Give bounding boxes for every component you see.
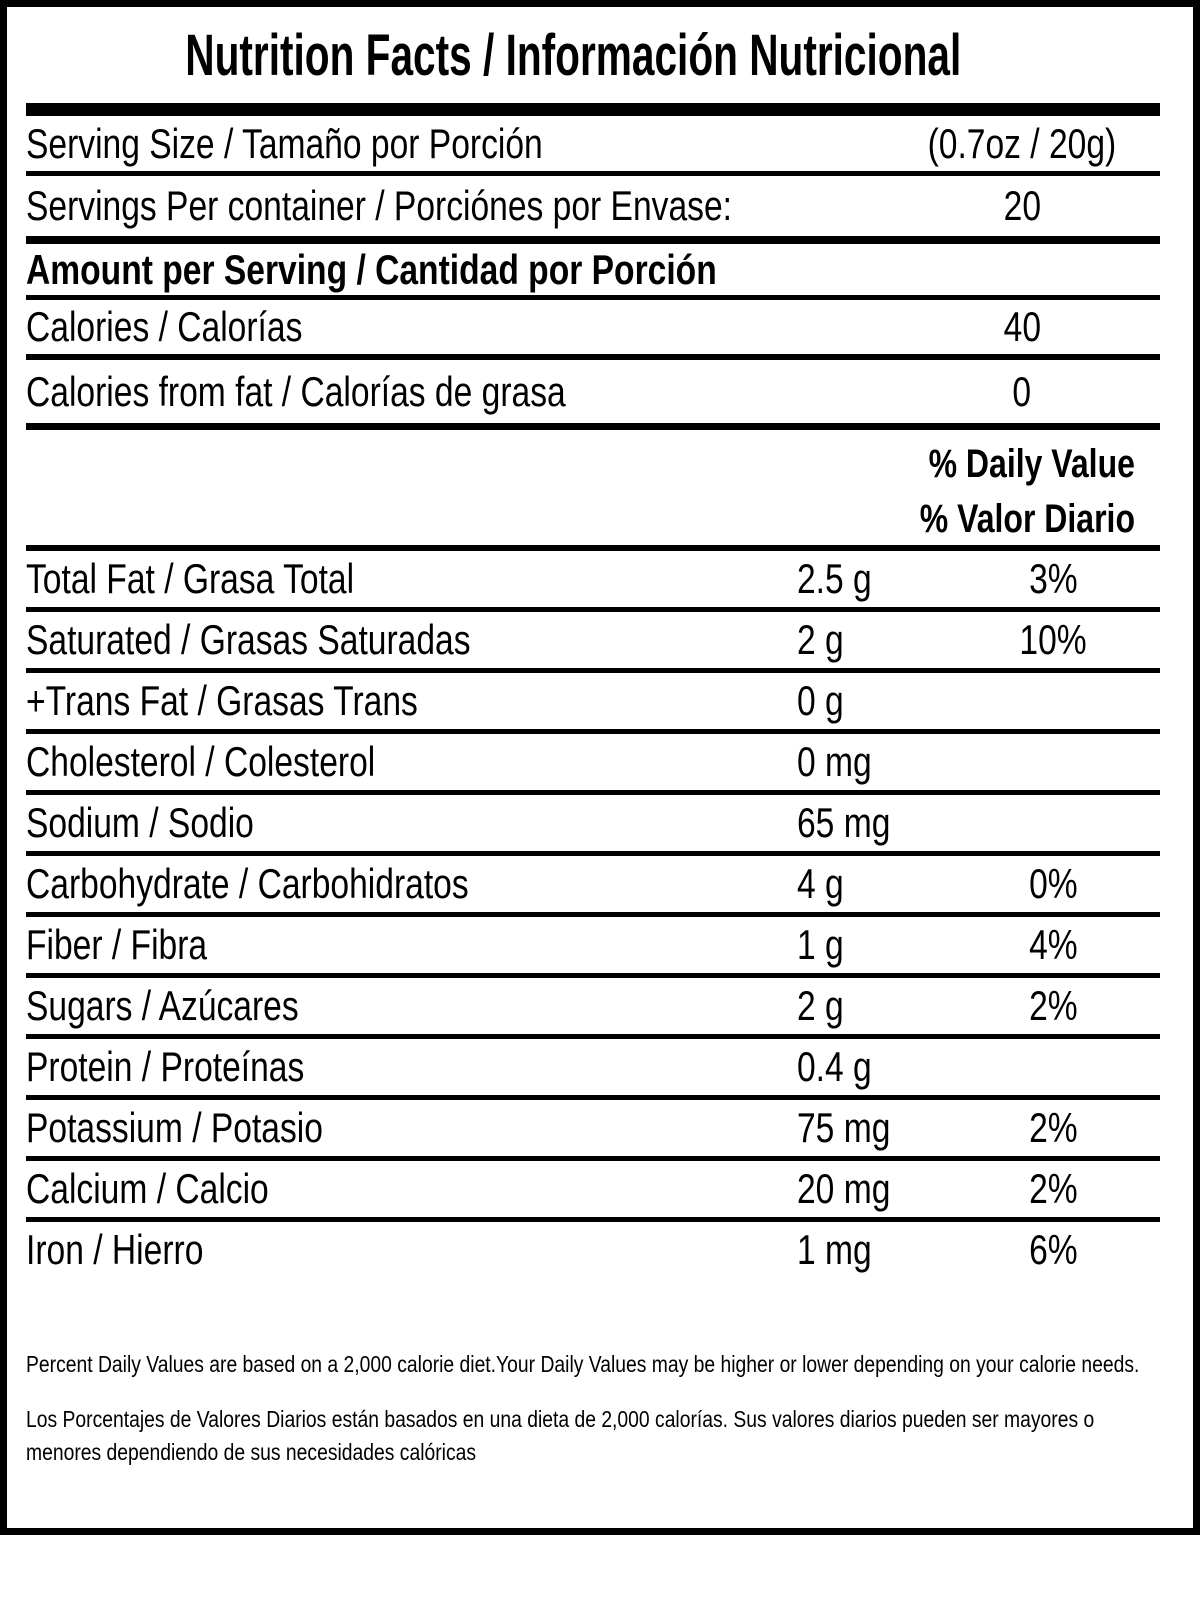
- nutrient-daily-value: 3%: [1029, 555, 1078, 602]
- calories-label: Calories / Calorías: [26, 303, 303, 350]
- nutrient-daily-value: 4%: [1029, 921, 1078, 968]
- nutrient-amount: 65 mg: [797, 799, 891, 846]
- nutrient-amount: 20 mg: [797, 1165, 891, 1212]
- calories-from-fat-value: 0: [1012, 367, 1032, 415]
- nutrient-daily-value: 6%: [1029, 1226, 1078, 1273]
- amount-per-serving-heading-cell: Amount per Serving / Cantidad por Porció…: [26, 246, 1160, 294]
- calories-from-fat-row: Calories from fat / Calorías de grasa 0: [26, 360, 1160, 430]
- label-title: Nutrition Facts / Información Nutriciona…: [185, 22, 961, 88]
- nutrient-label: Protein / Proteínas: [26, 1043, 305, 1090]
- nutrient-label: Cholesterol / Colesterol: [26, 738, 376, 785]
- nutrient-row-sugars: Sugars / Azúcares 2 g 2%: [26, 978, 1160, 1039]
- nutrient-amount: 1 mg: [797, 1226, 872, 1273]
- nutrient-row-potassium: Potassium / Potasio 75 mg 2%: [26, 1100, 1160, 1161]
- calories-label-cell: Calories / Calorías: [26, 303, 884, 351]
- servings-per-container-value-cell: 20: [884, 182, 1160, 230]
- nutrient-row-sodium: Sodium / Sodio 65 mg: [26, 795, 1160, 856]
- serving-size-label-cell: Serving Size / Tamaño por Porción: [26, 120, 884, 168]
- calories-value: 40: [1003, 303, 1041, 350]
- servings-per-container-label-cell: Servings Per container / Porciónes por E…: [26, 182, 884, 230]
- nutrient-label: Total Fat / Grasa Total: [26, 555, 355, 602]
- footnote-spanish: Los Porcentajes de Valores Diarios están…: [26, 1406, 1095, 1465]
- nutrient-row-carbohydrate: Carbohydrate / Carbohidratos 4 g 0%: [26, 856, 1160, 917]
- nutrient-amount: 4 g: [797, 860, 844, 907]
- nutrient-daily-value: 2%: [1029, 1165, 1078, 1212]
- nutrient-label: Calcium / Calcio: [26, 1165, 269, 1212]
- nutrient-amount: 0 g: [797, 677, 844, 724]
- nutrient-amount: 0 mg: [797, 738, 872, 785]
- nutrient-label: Potassium / Potasio: [26, 1104, 323, 1151]
- servings-per-container-row: Servings Per container / Porciónes por E…: [26, 176, 1160, 244]
- nutrient-label: Fiber / Fibra: [26, 921, 208, 968]
- daily-value-header: % Daily Value % Valor Diario: [26, 430, 1160, 551]
- nutrient-row-protein: Protein / Proteínas 0.4 g: [26, 1039, 1160, 1100]
- nutrient-row-total-fat: Total Fat / Grasa Total 2.5 g 3%: [26, 551, 1160, 612]
- title-divider-bar: [26, 103, 1160, 116]
- amount-per-serving-heading: Amount per Serving / Cantidad por Porció…: [26, 245, 717, 293]
- nutrient-daily-value: 2%: [1029, 982, 1078, 1029]
- nutrient-row-saturated-fat: Saturated / Grasas Saturadas 2 g 10%: [26, 612, 1160, 673]
- nutrient-row-iron: Iron / Hierro 1 mg 6%: [26, 1222, 1160, 1278]
- nutrient-label: Sodium / Sodio: [26, 799, 254, 846]
- calories-value-cell: 40: [884, 303, 1160, 351]
- calories-from-fat-label: Calories from fat / Calorías de grasa: [26, 367, 566, 415]
- nutrient-row-fiber: Fiber / Fibra 1 g 4%: [26, 917, 1160, 978]
- daily-value-header-spanish: % Valor Diario: [919, 496, 1135, 541]
- nutrient-amount: 2 g: [797, 616, 844, 663]
- nutrient-label: Saturated / Grasas Saturadas: [26, 616, 471, 663]
- nutrient-amount: 0.4 g: [797, 1043, 872, 1090]
- nutrient-row-cholesterol: Cholesterol / Colesterol 0 mg: [26, 734, 1160, 795]
- footnote-english: Percent Daily Values are based on a 2,00…: [26, 1351, 1140, 1377]
- nutrient-amount: 75 mg: [797, 1104, 891, 1151]
- calories-row: Calories / Calorías 40: [26, 300, 1160, 360]
- serving-size-label: Serving Size / Tamaño por Porción: [26, 119, 543, 167]
- nutrient-amount: 1 g: [797, 921, 844, 968]
- nutrient-label: Sugars / Azúcares: [26, 982, 299, 1029]
- nutrient-daily-value: 2%: [1029, 1104, 1078, 1151]
- servings-per-container-value: 20: [1003, 182, 1041, 229]
- serving-size-row: Serving Size / Tamaño por Porción (0.7oz…: [26, 116, 1160, 176]
- servings-per-container-label: Servings Per container / Porciónes por E…: [26, 182, 732, 229]
- nutrition-facts-label: Nutrition Facts / Información Nutriciona…: [0, 0, 1200, 1535]
- nutrient-label: Carbohydrate / Carbohidratos: [26, 860, 469, 907]
- calories-from-fat-label-cell: Calories from fat / Calorías de grasa: [26, 368, 884, 416]
- nutrient-amount: 2 g: [797, 982, 844, 1029]
- label-content: Nutrition Facts / Información Nutriciona…: [26, 7, 1160, 1469]
- nutrient-row-trans-fat: +Trans Fat / Grasas Trans 0 g: [26, 673, 1160, 734]
- nutrient-label: +Trans Fat / Grasas Trans: [26, 677, 418, 724]
- nutrient-daily-value: 10%: [1019, 616, 1088, 663]
- daily-value-header-english: % Daily Value: [928, 441, 1135, 486]
- amount-per-serving-heading-row: Amount per Serving / Cantidad por Porció…: [26, 244, 1160, 300]
- nutrient-amount: 2.5 g: [797, 555, 872, 602]
- nutrient-row-calcium: Calcium / Calcio 20 mg 2%: [26, 1161, 1160, 1222]
- serving-size-value: (0.7oz / 20g): [927, 119, 1117, 167]
- calories-from-fat-value-cell: 0: [884, 368, 1160, 416]
- nutrient-label: Iron / Hierro: [26, 1226, 204, 1273]
- serving-size-value-cell: (0.7oz / 20g): [884, 120, 1160, 168]
- nutrient-daily-value: 0%: [1029, 860, 1078, 907]
- footnotes: Percent Daily Values are based on a 2,00…: [26, 1348, 1160, 1469]
- title-row: Nutrition Facts / Información Nutriciona…: [26, 7, 1160, 103]
